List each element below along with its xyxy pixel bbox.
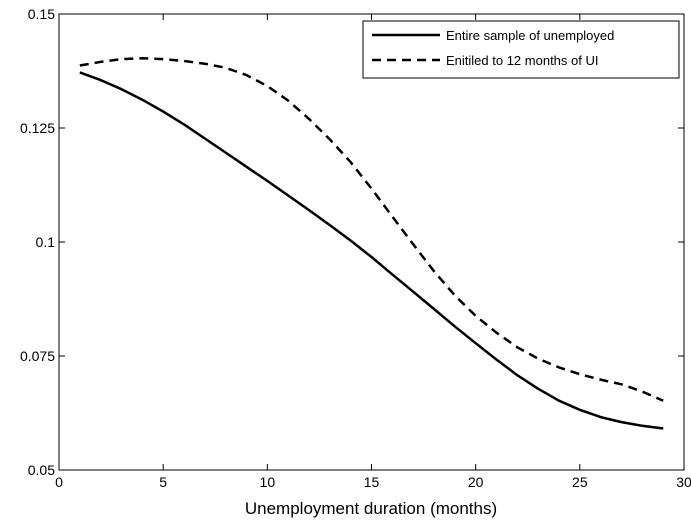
legend-label-entitled-12-months: Enitiled to 12 months of UI (446, 53, 598, 68)
x-tick-label: 10 (260, 474, 276, 490)
y-tick-label: 0.15 (28, 6, 55, 22)
series-lines (79, 56, 664, 430)
ticks: 0 5 10 15 20 25 30 0.05 0.075 0.1 0.125 0.15 (20, 6, 691, 490)
y-tick-label: 0.05 (28, 462, 55, 478)
x-tick-label: 30 (676, 474, 691, 490)
y-tick-label: 0.125 (20, 120, 55, 136)
legend: Entire sample of unemployed Enitiled to … (362, 20, 680, 79)
x-tick-label: 15 (364, 474, 380, 490)
x-tick-label: 20 (468, 474, 484, 490)
y-tick-label: 0.075 (20, 348, 55, 364)
x-tick-label: 25 (572, 474, 588, 490)
series-line-entire-sample (79, 71, 664, 430)
legend-box (362, 20, 680, 79)
x-tick-label: 0 (55, 474, 63, 490)
x-axis-label: Unemployment duration (months) (245, 499, 497, 518)
y-tick-label: 0.1 (36, 234, 56, 250)
series-line-entitled-12-months (79, 56, 664, 402)
x-tick-label: 5 (159, 474, 167, 490)
legend-label-entire-sample: Entire sample of unemployed (446, 28, 614, 43)
plot-frame (58, 13, 685, 471)
